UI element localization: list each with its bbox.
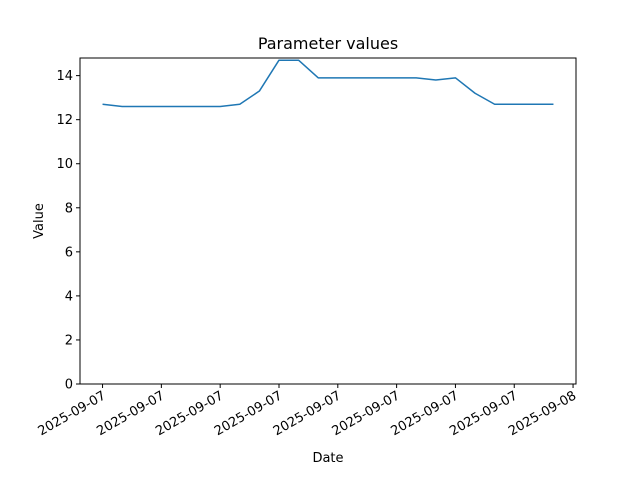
y-tick-label: 10 xyxy=(56,157,73,172)
y-tick-label: 8 xyxy=(65,201,73,216)
y-tick-label: 4 xyxy=(65,289,73,304)
y-tick-label: 14 xyxy=(56,69,73,84)
plot-frame xyxy=(79,57,577,385)
x-axis-label: Date xyxy=(312,451,343,466)
y-tick-label: 12 xyxy=(56,113,73,128)
y-tick-label: 6 xyxy=(65,245,73,260)
line xyxy=(102,59,554,108)
y-axis-label: Value xyxy=(32,203,47,239)
chart-title: Parameter values xyxy=(258,34,398,53)
y-tick-label: 0 xyxy=(65,378,73,393)
y-tick-label: 2 xyxy=(65,333,73,348)
